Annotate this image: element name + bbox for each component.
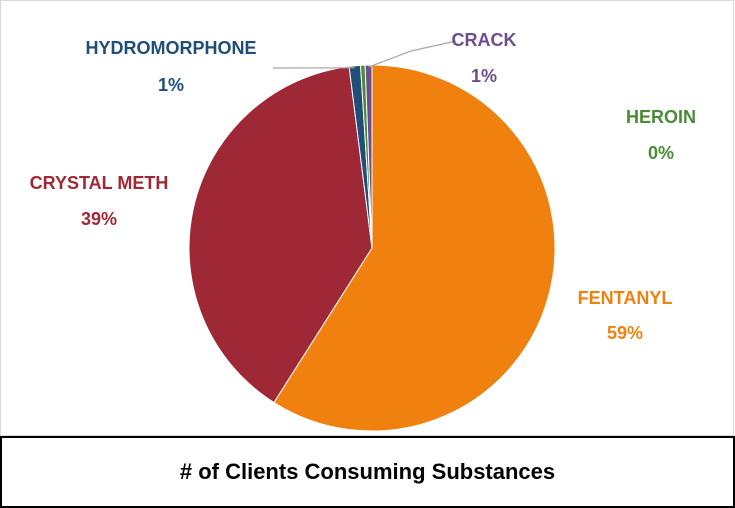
chart-area: HYDROMORPHONE 1% CRACK 1% HEROIN 0% CRYS… xyxy=(0,0,734,436)
slice-label-hydromorphone: 1% xyxy=(158,75,184,95)
pie-slice-crystal-meth xyxy=(188,65,373,404)
leader-line-crack xyxy=(368,40,457,68)
pie-slice-crack xyxy=(364,64,373,249)
slice-name-hydromorphone: HYDROMORPHONE xyxy=(85,38,256,58)
slice-label-heroin: 0% xyxy=(648,143,674,163)
leader-lines xyxy=(272,40,457,69)
pie-slices xyxy=(188,64,556,432)
slice-name-heroin: HEROIN xyxy=(626,107,696,127)
slice-label-crystal-meth: 39% xyxy=(81,209,117,229)
pie-chart: HYDROMORPHONE 1% CRACK 1% HEROIN 0% CRYS… xyxy=(30,30,696,432)
chart-caption: # of Clients Consuming Substances xyxy=(179,459,556,484)
slice-label-fentanyl: 59% xyxy=(607,323,643,343)
slice-label-crack: 1% xyxy=(471,66,497,86)
slice-name-fentanyl: FENTANYL xyxy=(578,288,673,308)
slice-name-crack: CRACK xyxy=(452,30,517,50)
pie-slice-fentanyl xyxy=(273,64,556,432)
slice-name-crystal-meth: CRYSTAL METH xyxy=(30,173,169,193)
caption-box: # of Clients Consuming Substances xyxy=(0,436,735,508)
